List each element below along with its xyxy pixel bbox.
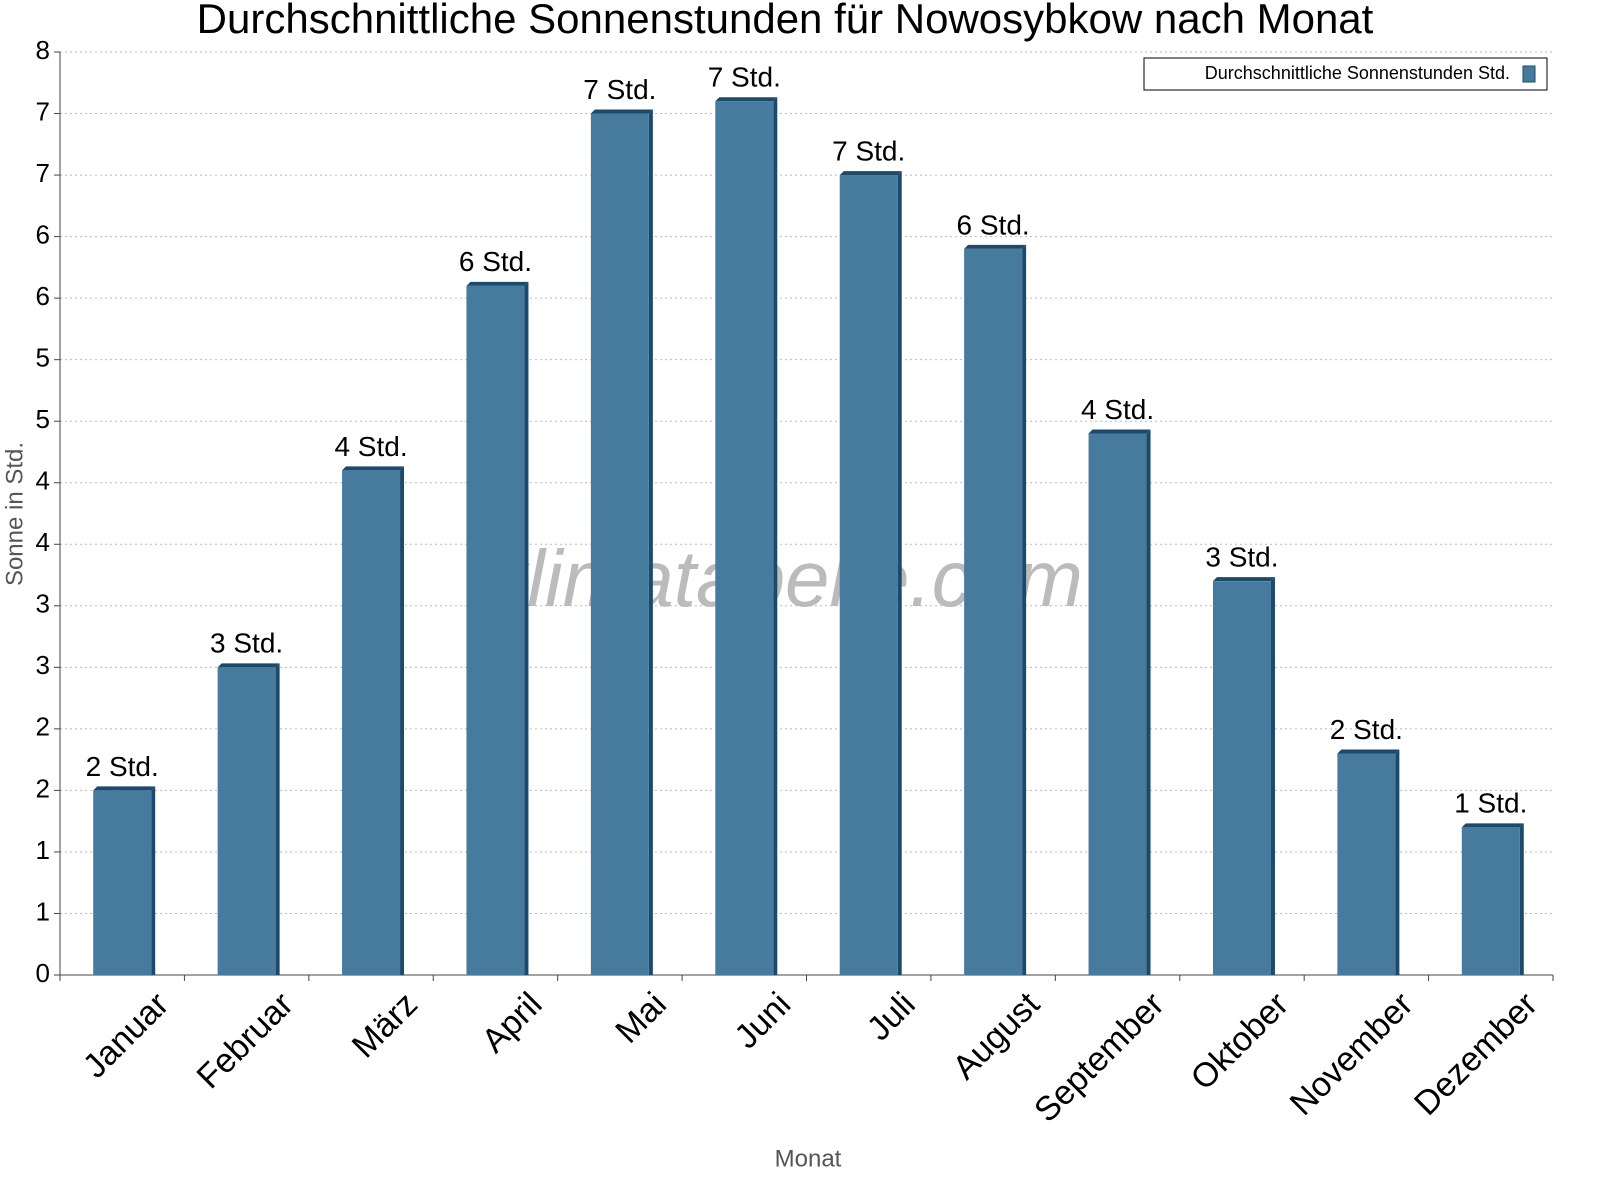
bar-top [839, 171, 902, 176]
bar-face [466, 285, 525, 975]
bar [342, 466, 405, 975]
bar-side [773, 97, 778, 975]
bar [590, 109, 653, 976]
x-tick-label: Oktober [1184, 985, 1296, 1097]
bar-side [1146, 429, 1151, 975]
y-axis-label: Sonne in Std. [1, 442, 28, 586]
y-tick-label: 3 [36, 650, 50, 680]
bar-side [400, 466, 405, 975]
y-tick-label: 2 [36, 773, 50, 803]
bar-face [715, 101, 774, 975]
y-tick-label: 7 [36, 158, 50, 188]
bar [217, 663, 280, 975]
x-tick-label: November [1283, 985, 1421, 1123]
bar-side [275, 663, 280, 975]
data-label: 4 Std. [1081, 394, 1154, 425]
y-tick-label: 3 [36, 589, 50, 619]
bar-face [590, 113, 649, 976]
bar-top [93, 786, 156, 791]
y-tick-label: 6 [36, 219, 50, 249]
data-label: 6 Std. [459, 246, 532, 277]
bar-side [524, 281, 529, 975]
bar-top [466, 281, 529, 286]
bar-top [1337, 749, 1400, 754]
x-tick-label: Februar [190, 985, 301, 1096]
bar-top [964, 244, 1027, 249]
data-label: 7 Std. [832, 135, 905, 166]
data-label: 1 Std. [1454, 788, 1527, 819]
bar-face [1337, 753, 1396, 975]
bar-side [1270, 577, 1275, 975]
bar-side [1022, 244, 1027, 975]
bar-face [1461, 827, 1520, 975]
x-tick-label: September [1027, 985, 1171, 1129]
bar-top [715, 97, 778, 102]
y-tick-label: 8 [36, 35, 50, 65]
y-tick-label: 6 [36, 281, 50, 311]
bar [1212, 577, 1275, 975]
legend-swatch [1522, 65, 1536, 83]
x-tick-label: Mai [608, 985, 674, 1051]
x-tick-label: Januar [76, 985, 176, 1085]
bar-face [217, 667, 276, 975]
bar-top [1212, 577, 1275, 582]
bar-side [151, 786, 156, 975]
data-label: 4 Std. [334, 431, 407, 462]
bar-face [1088, 433, 1147, 975]
bar-top [217, 663, 280, 668]
x-tick-label: Juni [727, 985, 798, 1056]
bar-side [897, 171, 902, 976]
x-tick-label: Dezember [1407, 985, 1545, 1123]
bar-face [1212, 581, 1271, 975]
data-label: 7 Std. [708, 62, 781, 93]
bar-side [1395, 749, 1400, 975]
bar [839, 171, 902, 976]
bar-top [1088, 429, 1151, 434]
bar [964, 244, 1027, 975]
data-label: 2 Std. [1330, 714, 1403, 745]
x-axis-label: Monat [775, 1145, 842, 1172]
bar-face [93, 790, 152, 975]
bar-top [1461, 823, 1524, 828]
y-tick-label: 2 [36, 712, 50, 742]
y-tick-label: 1 [36, 835, 50, 865]
data-label: 3 Std. [1205, 542, 1278, 573]
data-label: 7 Std. [583, 74, 656, 105]
bar [1088, 429, 1151, 975]
y-tick-label: 7 [36, 96, 50, 126]
bar [1461, 823, 1524, 975]
y-tick-label: 5 [36, 343, 50, 373]
bar-face [964, 248, 1023, 975]
legend-box [1143, 57, 1548, 91]
x-tick-label: April [474, 985, 549, 1060]
bar-face [342, 470, 401, 975]
legend-label: Durchschnittliche Sonnenstunden Std. [1205, 63, 1510, 83]
y-tick-label: 0 [36, 958, 50, 988]
bar [1337, 749, 1400, 975]
data-label: 3 Std. [210, 628, 283, 659]
data-label: 2 Std. [86, 751, 159, 782]
bar-top [590, 109, 653, 114]
y-tick-label: 1 [36, 896, 50, 926]
bar-face [839, 175, 898, 976]
chart-title: Durchschnittliche Sonnenstunden für Nowo… [197, 0, 1374, 42]
bar-side [1519, 823, 1524, 975]
bar [93, 786, 156, 975]
data-label: 6 Std. [957, 209, 1030, 240]
y-tick-label: 4 [36, 527, 50, 557]
bar [466, 281, 529, 975]
x-tick-label: August [945, 985, 1047, 1087]
y-tick-label: 4 [36, 466, 50, 496]
bar-top [342, 466, 405, 471]
bar-side [648, 109, 653, 976]
bar [715, 97, 778, 975]
x-tick-label: März [345, 985, 425, 1065]
y-tick-label: 5 [36, 404, 50, 434]
x-tick-label: Juli [860, 985, 923, 1048]
legend: Durchschnittliche Sonnenstunden Std. [1143, 57, 1548, 91]
